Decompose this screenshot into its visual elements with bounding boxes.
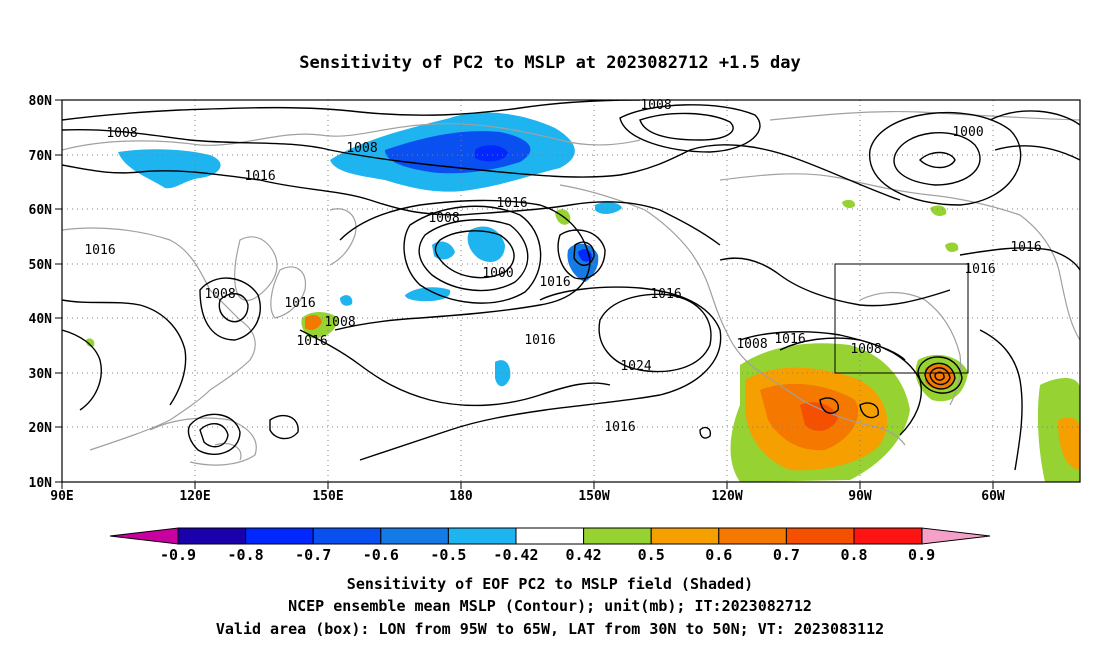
negative-region-pacific-1 (467, 226, 505, 262)
colorbar-box (380, 527, 449, 545)
colorbar: -0.9 -0.8 -0.7 -0.6 -0.5 -0.42 0.42 0.5 0.6 0.7 0.… (109, 527, 991, 564)
contour-label: 1000 (952, 125, 983, 140)
colorbar-box (583, 527, 652, 545)
y-tick-label: 10N (29, 476, 53, 491)
x-tick-label: 90W (848, 489, 872, 504)
contour-label: 1024 (620, 359, 651, 374)
map-title: Sensitivity of PC2 to MSLP at 2023082712… (299, 53, 801, 73)
positive-region-china (86, 338, 95, 347)
positive-region-japan-core (305, 314, 322, 330)
contour-label: 1008 (850, 342, 881, 357)
positive-region-canada-3 (842, 199, 856, 209)
contour-label: 1016 (84, 243, 115, 258)
y-axis (55, 99, 62, 483)
x-tick-label: 60W (981, 489, 1005, 504)
colorbar-box (785, 527, 855, 545)
colorbar-label: 0.9 (908, 546, 935, 564)
contour-label: 1016 (244, 169, 275, 184)
contour-label: 1016 (524, 333, 555, 348)
contour-label: 1008 (204, 287, 235, 302)
negative-region-siberia (118, 149, 221, 189)
map-frame (61, 99, 1081, 483)
x-tick-labels: 90E 120E 150E 180 150W 120W 90W 60W (50, 489, 1005, 504)
colorbar-label: -0.7 (295, 546, 331, 564)
contour-label: 1016 (604, 420, 635, 435)
contour-label: 1008 (428, 211, 459, 226)
x-tick-label: 180 (449, 489, 473, 504)
positive-region-canada-1 (930, 205, 947, 216)
x-tick-label: 150W (578, 489, 609, 504)
colorbar-box (718, 527, 787, 545)
positive-region-canada-2 (945, 242, 959, 253)
negative-region-arctic-core (385, 131, 531, 174)
colorbar-label: 0.6 (705, 546, 732, 564)
contour-label: 1000 (482, 266, 513, 281)
contour-label: 1016 (1010, 240, 1041, 255)
x-tick-label: 150E (312, 489, 343, 504)
colorbar-label: -0.42 (493, 546, 538, 564)
contour-label: 1016 (539, 275, 570, 290)
colorbar-label: -0.8 (228, 546, 264, 564)
coastlines (62, 110, 1080, 466)
y-tick-label: 80N (29, 94, 53, 109)
footer-line-3: Valid area (box): LON from 95W to 65W, L… (216, 620, 884, 638)
contour-label: 1008 (736, 337, 767, 352)
contour-label: 1016 (296, 334, 327, 349)
negative-region-gulf-alaska (595, 202, 622, 214)
y-tick-label: 50N (29, 258, 53, 273)
colorbar-box (650, 527, 720, 545)
contour-label: 1016 (650, 287, 681, 302)
positive-region-mexico-red (800, 402, 838, 431)
x-tick-label: 90E (50, 489, 73, 504)
negative-region-pacific-3 (405, 287, 451, 302)
contour-label: 1016 (496, 196, 527, 211)
colorbar-box (515, 527, 585, 545)
negative-region-arctic-max (475, 145, 508, 162)
contour-label: 1016 (774, 332, 805, 347)
contour-label: 1008 (106, 126, 137, 141)
mslp-contours (62, 100, 1080, 471)
shaded-sensitivity (86, 112, 1080, 482)
y-tick-label: 20N (29, 421, 53, 436)
colorbar-label: -0.6 (363, 546, 399, 564)
contour-label: 1016 (964, 262, 995, 277)
negative-region-japan (340, 295, 353, 306)
x-tick-label: 120W (711, 489, 742, 504)
valid-area-box (834, 263, 969, 374)
colorbar-boxes (177, 527, 923, 545)
graticule (62, 100, 1080, 482)
y-tick-label: 30N (29, 367, 53, 382)
y-tick-labels: 80N 70N 60N 50N 40N 30N 20N 10N (29, 94, 53, 491)
y-tick-label: 70N (29, 149, 53, 164)
x-axis (61, 482, 994, 489)
colorbar-label: 0.7 (773, 546, 800, 564)
colorbar-box (245, 527, 314, 545)
colorbar-box (312, 527, 382, 545)
map-panel: 1008 1008 1000 1016 1016 1016 1008 1000 … (29, 94, 1081, 504)
colorbar-label: 0.5 (638, 546, 665, 564)
colorbar-label: -0.9 (160, 546, 196, 564)
footer-line-2: NCEP ensemble mean MSLP (Contour); unit(… (288, 597, 812, 615)
colorbar-labels: -0.9 -0.8 -0.7 -0.6 -0.5 -0.42 0.42 0.5 0.6 0.7 0.… (160, 546, 935, 564)
colorbar-label: 0.42 (566, 546, 602, 564)
contour-labels: 1008 1008 1000 1016 1016 1016 1008 1000 … (84, 98, 1041, 435)
y-tick-label: 40N (29, 312, 53, 327)
contour-label: 1008 (640, 98, 671, 113)
y-tick-label: 60N (29, 203, 53, 218)
colorbar-box (853, 527, 923, 545)
contour-label: 1016 (284, 296, 315, 311)
colorbar-box (447, 527, 517, 545)
colorbar-box (177, 527, 247, 545)
colorbar-label: 0.8 (840, 546, 867, 564)
positive-region-atlantic-core (1058, 417, 1080, 470)
x-tick-label: 120E (179, 489, 210, 504)
colorbar-label: -0.5 (430, 546, 466, 564)
colorbar-over-triangle (921, 527, 991, 545)
colorbar-under-triangle (109, 527, 179, 545)
contour-label: 1008 (346, 141, 377, 156)
footer-line-1: Sensitivity of EOF PC2 to MSLP field (Sh… (347, 575, 753, 593)
contour-label: 1008 (324, 315, 355, 330)
